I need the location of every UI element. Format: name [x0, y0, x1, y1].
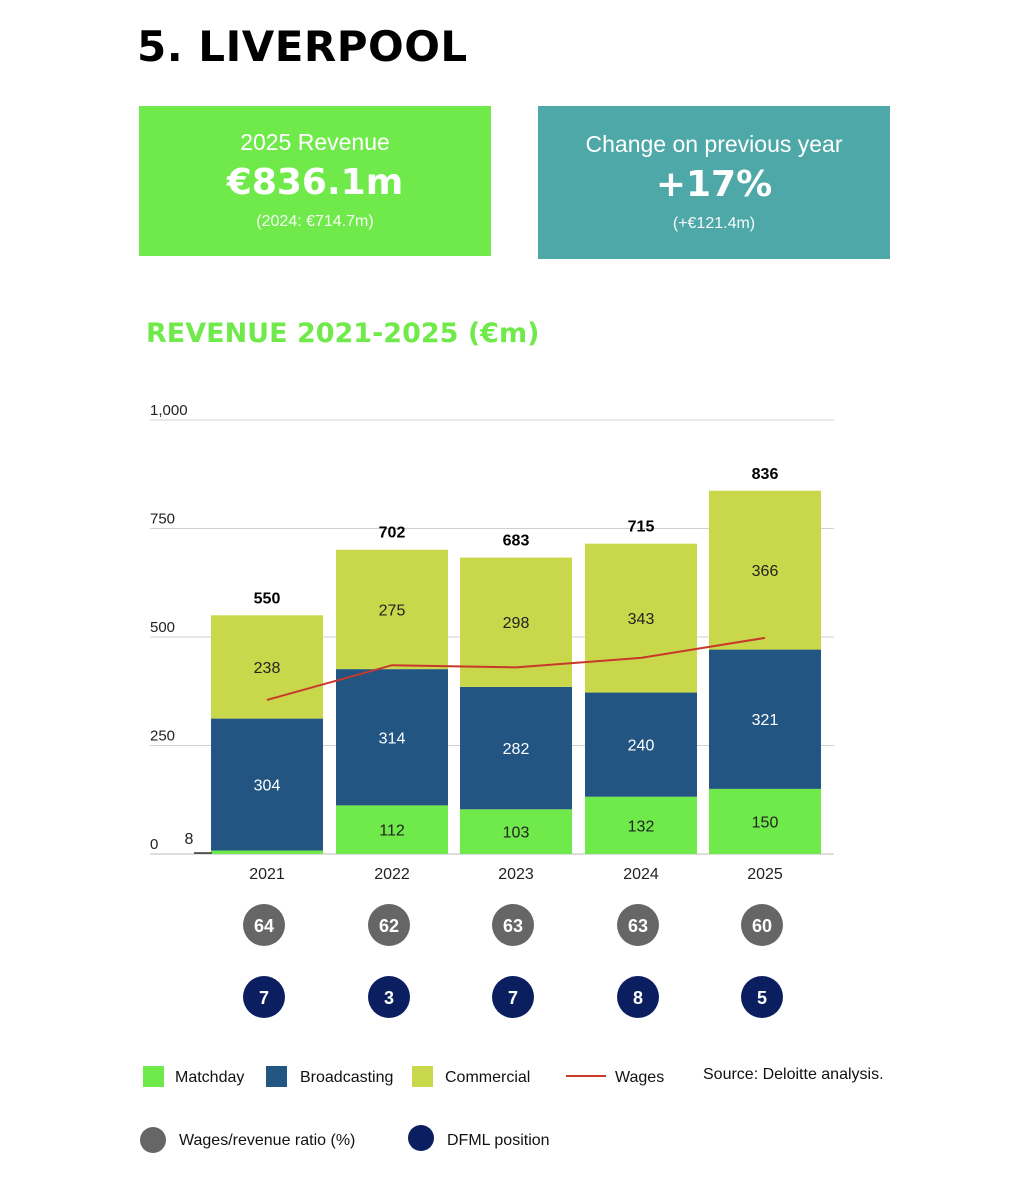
bar-matchday	[336, 805, 448, 854]
revenue-kpi-card: 2025 Revenue €836.1m (2024: €714.7m)	[139, 106, 491, 256]
data-label-matchday: 132	[628, 818, 655, 835]
legend-swatch-dfml-position	[408, 1125, 434, 1151]
x-tick-label: 2021	[249, 866, 285, 883]
y-tick-label: 0	[150, 836, 158, 853]
change-kpi-amount: (+€121.4m)	[672, 214, 756, 232]
bar-broadcasting	[585, 692, 697, 797]
bar-matchday	[211, 850, 323, 854]
wages-ratio-circle	[741, 904, 783, 946]
wages-line	[266, 636, 766, 701]
change-kpi-card: Change on previous year +17% (+€121.4m)	[538, 106, 890, 259]
data-label-broadcasting: 240	[628, 738, 655, 755]
revenue-kpi-previous: (2024: €714.7m)	[256, 213, 374, 230]
bar-commercial	[211, 615, 323, 719]
data-label-broadcasting: 321	[752, 712, 779, 729]
legend-label-wages-ratio: Wages/revenue ratio (%)	[179, 1132, 355, 1149]
bar-matchday	[585, 796, 697, 854]
data-label-matchday: 103	[503, 825, 530, 842]
y-tick-label: 500	[150, 619, 175, 636]
y-tick-label: 750	[150, 511, 175, 528]
y-tick-label: 250	[150, 728, 175, 745]
source-note: Source: Deloitte analysis.	[703, 1066, 884, 1083]
wages-ratio-circle	[617, 904, 659, 946]
dfml-position-circle	[243, 976, 285, 1018]
data-label-commercial: 238	[254, 660, 281, 677]
data-label-commercial: 343	[628, 611, 655, 628]
dfml-position-value: 7	[259, 988, 269, 1008]
dfml-position-circle	[741, 976, 783, 1018]
legend-swatch-commercial	[412, 1066, 433, 1087]
bar-broadcasting	[336, 669, 448, 806]
dfml-position-value: 7	[508, 988, 518, 1008]
bar-commercial	[336, 549, 448, 670]
dfml-position-circle	[492, 976, 534, 1018]
data-label-matchday: 8	[185, 831, 194, 848]
data-label-matchday: 150	[752, 814, 779, 831]
page-title: 5. LIVERPOOL	[137, 22, 468, 71]
data-label-broadcasting: 314	[379, 730, 406, 747]
revenue-kpi-value: €836.1m	[226, 162, 404, 203]
wages-ratio-value: 63	[503, 916, 523, 936]
x-tick-label: 2024	[623, 866, 659, 883]
wages-ratio-value: 64	[254, 916, 274, 936]
bar-broadcasting	[211, 718, 323, 851]
data-label-broadcasting: 304	[254, 778, 281, 795]
bar-broadcasting	[709, 649, 821, 789]
data-label-commercial: 275	[379, 602, 406, 619]
total-label: 683	[503, 533, 530, 550]
legend-label-wages: Wages	[615, 1069, 664, 1086]
bar-commercial	[585, 543, 697, 693]
data-label-commercial: 298	[503, 615, 530, 632]
bar-matchday	[460, 809, 572, 854]
legend-swatch-broadcasting	[266, 1066, 287, 1087]
data-label-commercial: 366	[752, 563, 779, 580]
bar-broadcasting	[460, 686, 572, 810]
total-label: 836	[752, 466, 779, 483]
dfml-position-value: 5	[757, 988, 767, 1008]
legend-swatch-wages-ratio	[140, 1127, 166, 1153]
wages-ratio-value: 63	[628, 916, 648, 936]
bar-matchday	[709, 788, 821, 854]
legend-label-broadcasting: Broadcasting	[300, 1069, 393, 1086]
wages-ratio-value: 60	[752, 916, 772, 936]
dfml-position-circle	[368, 976, 410, 1018]
bar-commercial	[709, 490, 821, 650]
legend-label-dfml-position: DFML position	[447, 1132, 550, 1149]
dfml-position-value: 8	[633, 988, 643, 1008]
legend-label-commercial: Commercial	[445, 1069, 530, 1086]
wages-ratio-circle	[492, 904, 534, 946]
total-label: 715	[628, 519, 655, 536]
change-kpi-value: +17%	[655, 163, 773, 205]
dfml-position-circle	[617, 976, 659, 1018]
x-tick-label: 2025	[747, 866, 783, 883]
total-label: 550	[254, 590, 281, 607]
revenue-kpi-label: 2025 Revenue	[240, 129, 390, 155]
total-label: 702	[379, 524, 406, 541]
wages-ratio-value: 62	[379, 916, 399, 936]
chart-title: REVENUE 2021-2025 (€m)	[146, 318, 540, 349]
dfml-position-value: 3	[384, 988, 394, 1008]
wages-ratio-circle	[243, 904, 285, 946]
change-kpi-label: Change on previous year	[585, 130, 843, 157]
y-tick-label: 1,000	[150, 402, 188, 419]
data-label-broadcasting: 282	[503, 741, 530, 758]
data-label-matchday: 112	[379, 823, 405, 840]
x-tick-label: 2023	[498, 866, 534, 883]
wages-ratio-circle	[368, 904, 410, 946]
x-tick-label: 2022	[374, 866, 410, 883]
legend-swatch-matchday	[143, 1066, 164, 1087]
legend-label-matchday: Matchday	[175, 1069, 244, 1086]
